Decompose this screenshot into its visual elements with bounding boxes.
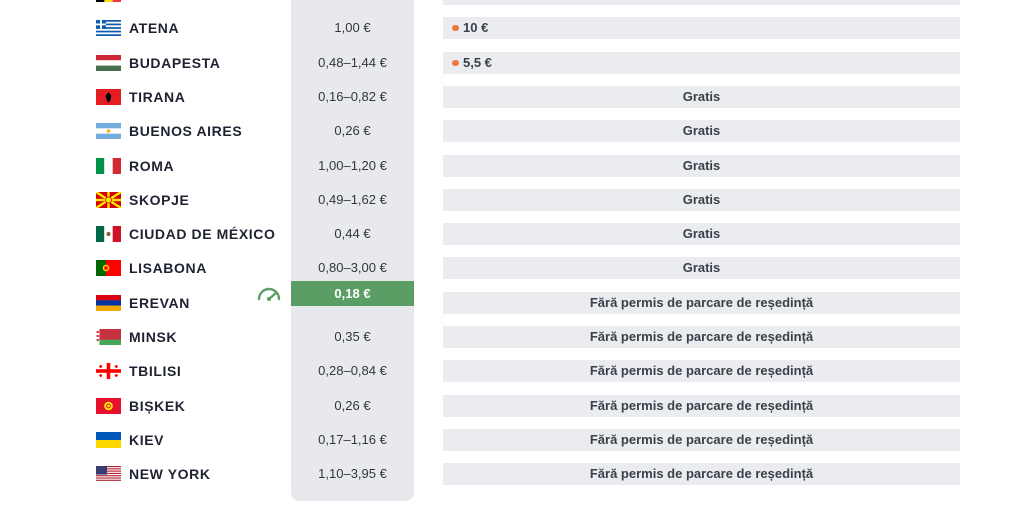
- city-name: CIUDAD DE MÉXICO: [129, 226, 276, 243]
- resident-permit-cell: Fără permis de parcare de reședință: [443, 360, 960, 383]
- gauge-icon: [256, 281, 282, 303]
- flag-icon-mk: [96, 191, 121, 208]
- city-name: BUENOS AIRES: [129, 123, 243, 140]
- city-name: LISABONA: [129, 260, 207, 277]
- table-row: ROMA 1,00–1,20 € Gratis: [0, 154, 1024, 177]
- coin-icon: [452, 59, 459, 66]
- flag-icon-gr: [96, 20, 121, 37]
- resident-permit-text: Gratis: [682, 191, 721, 207]
- price-cell: 0,49–1,62 €: [318, 191, 387, 207]
- city-name: TIRANA: [129, 88, 186, 105]
- resident-permit-text: Gratis: [682, 226, 721, 242]
- price-column-background: [291, 0, 414, 501]
- price-cell: 0,18 €: [291, 280, 414, 306]
- resident-permit-cell: 10 €: [443, 17, 960, 40]
- resident-permit-cell: 5,5 €: [443, 51, 960, 74]
- resident-permit-text: 10 €: [463, 0, 960, 5]
- resident-permit-cell: Fără permis de parcare de reședință: [443, 428, 960, 451]
- resident-permit-text: Fără permis de parcare de reședință: [589, 363, 814, 379]
- price-cell: 0,35 €: [334, 329, 371, 344]
- table-row: EREVAN 0,18 € Fără permis de parcare de re…: [0, 280, 1024, 314]
- resident-permit-text: Fără permis de parcare de reședință: [589, 466, 814, 482]
- table-row: TIRANA 0,16–0,82 € Gratis: [0, 85, 1024, 108]
- city-name: BUDAPESTA: [129, 54, 221, 71]
- price-cell: 0,80–3,00 €: [318, 260, 387, 276]
- table-row: BUDAPESTA 0,48–1,44 € 5,5 €: [0, 51, 1024, 74]
- resident-permit-text: Gratis: [682, 123, 721, 139]
- resident-permit-cell: Gratis: [443, 257, 960, 280]
- city-name: KIEV: [129, 431, 165, 448]
- flag-icon-by: [96, 329, 121, 345]
- flag-icon-be: [96, 0, 121, 2]
- resident-permit-text: 10 €: [463, 20, 489, 36]
- table-row: NEW YORK 1,10–3,95 € Fără permis de parcar…: [0, 463, 1024, 486]
- flag-icon-ua: [96, 431, 121, 448]
- city-name: BRUXELLES: [129, 0, 219, 5]
- flag-icon-kg: [96, 397, 121, 414]
- resident-permit-cell: Gratis: [443, 120, 960, 143]
- price-cell: 1,00 €: [334, 20, 371, 36]
- price-cell: 1,00–5,00 €: [291, 0, 414, 5]
- resident-permit-cell: Gratis: [443, 85, 960, 108]
- city-name: EREVAN: [129, 294, 190, 311]
- flag-icon-mx: [96, 226, 121, 243]
- table-row: SKOPJE 0,49–1,62 € Gratis: [0, 188, 1024, 211]
- flag-icon-hu: [96, 54, 121, 71]
- city-name: ATENA: [129, 20, 180, 37]
- table-row: MINSK 0,35 € Fără permis de parcare de reș…: [0, 326, 1024, 348]
- resident-permit-cell: Gratis: [443, 223, 960, 246]
- table-row: BUENOS AIRES 0,26 € Gratis: [0, 120, 1024, 143]
- resident-permit-text: Gratis: [682, 157, 721, 173]
- coin-icon: [452, 25, 459, 32]
- flag-icon-al: [96, 88, 121, 105]
- price-cell: 0,26 €: [334, 123, 371, 139]
- table-row: ATENA 1,00 € 10 €: [0, 17, 1024, 40]
- resident-permit-cell: Fără permis de parcare de reședință: [443, 394, 960, 417]
- price-cell: 1,10–3,95 €: [318, 466, 387, 482]
- table-row: KIEV 0,17–1,16 € Fără permis de parcare de…: [0, 428, 1024, 451]
- table-row: BIȘKEK 0,26 € Fără permis de parcare de re…: [0, 394, 1024, 417]
- resident-permit-text: Fără permis de parcare de reședință: [589, 294, 814, 310]
- resident-permit-cell: 10 €: [443, 0, 960, 5]
- flag-icon-it: [96, 157, 121, 174]
- table-row: LISABONA 0,80–3,00 € Gratis: [0, 257, 1024, 280]
- resident-permit-cell: Gratis: [443, 154, 960, 177]
- resident-permit-cell: Fără permis de parcare de reședință: [443, 326, 960, 348]
- flag-icon-pt: [96, 260, 121, 277]
- resident-permit-text: Gratis: [682, 260, 721, 276]
- resident-permit-text: Fără permis de parcare de reședință: [589, 397, 814, 413]
- table-row: BRUXELLES 1,00–5,00 € 10 €: [0, 0, 1024, 5]
- resident-permit-text: Fără permis de parcare de reședință: [589, 329, 814, 344]
- city-name: TBILISI: [129, 363, 182, 380]
- flag-icon-ge: [96, 363, 121, 380]
- flag-icon-us: [96, 466, 121, 483]
- price-cell: 0,48–1,44 €: [318, 54, 387, 70]
- flag-icon-am: [96, 294, 121, 311]
- price-cell: 0,28–0,84 €: [318, 363, 387, 379]
- resident-permit-cell: Gratis: [443, 188, 960, 211]
- city-name: MINSK: [129, 329, 178, 345]
- flag-icon-ar: [96, 123, 121, 140]
- table-row: TBILISI 0,28–0,84 € Fără permis de parcare…: [0, 360, 1024, 383]
- resident-permit-cell: Fără permis de parcare de reședință: [443, 463, 960, 486]
- city-name: BIȘKEK: [129, 397, 186, 414]
- table-row: CIUDAD DE MÉXICO 0,44 € Gratis: [0, 223, 1024, 246]
- resident-permit-text: Fără permis de parcare de reședință: [589, 431, 814, 447]
- price-cell: 0,26 €: [334, 397, 371, 413]
- price-cell: 0,17–1,16 €: [318, 431, 387, 447]
- price-cell: 0,16–0,82 €: [318, 88, 387, 104]
- resident-permit-cell: Fără permis de parcare de reședință: [443, 291, 960, 314]
- price-cell: 1,00–1,20 €: [318, 157, 387, 173]
- city-name: NEW YORK: [129, 466, 211, 483]
- city-name: SKOPJE: [129, 191, 190, 208]
- resident-permit-text: 5,5 €: [463, 54, 492, 70]
- resident-permit-text: Gratis: [682, 88, 721, 104]
- price-cell: 0,44 €: [334, 226, 371, 242]
- city-name: ROMA: [129, 157, 175, 174]
